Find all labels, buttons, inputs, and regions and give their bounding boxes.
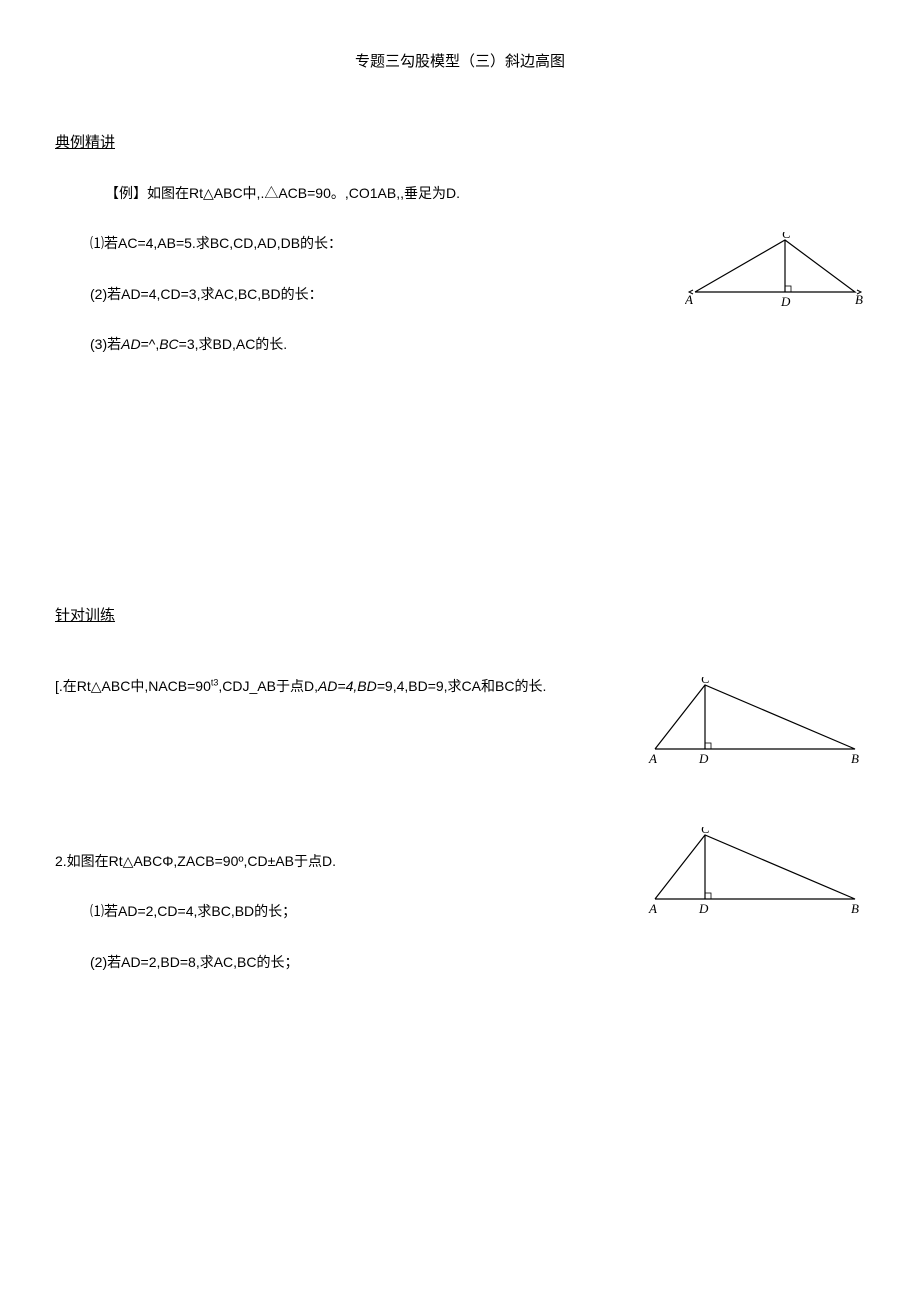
q3-pre: (3)若	[90, 336, 121, 352]
example-block: 【例】如图在Rt△ABC中,.△ACB=90。,CO1AB,,垂足为D.	[55, 182, 865, 204]
section-heading-examples: 典例精讲	[55, 131, 865, 152]
q3-ad: AD	[121, 336, 140, 352]
fig3-label-c: C	[701, 827, 710, 836]
section-heading-practice: 针对训练	[55, 604, 865, 625]
fig3-label-a: A	[648, 901, 657, 916]
fig2-label-d: D	[698, 751, 709, 766]
q3-post: =3,求BD,AC的长.	[179, 336, 288, 352]
p1-post: 9,4,BD=9,求CA和BC的长.	[385, 678, 546, 694]
figure-1: A B C D	[685, 232, 865, 307]
fig1-label-c: C	[782, 232, 791, 241]
p1-pre: [.在Rt△ABC中,NACB=90	[55, 678, 211, 694]
fig3-label-d: D	[698, 901, 709, 916]
fig2-label-a: A	[648, 751, 657, 766]
fig2-label-c: C	[701, 677, 710, 686]
fig3-label-b: B	[851, 901, 859, 916]
spacer	[55, 384, 865, 604]
example-q3: (3)若AD=^,BC=3,求BD,AC的长.	[90, 333, 865, 355]
figure-3: A B C D	[645, 827, 865, 917]
fig1-label-a: A	[685, 292, 693, 307]
fig1-label-b: B	[855, 292, 863, 307]
p1-ad: AD=4,BD=	[318, 678, 385, 694]
q3-bc: BC	[159, 336, 178, 352]
fig1-label-d: D	[780, 294, 791, 309]
p2-q2: (2)若AD=2,BD=8,求AC,BC的长；	[90, 951, 865, 973]
example-intro: 【例】如图在Rt△ABC中,.△ACB=90。,CO1AB,,垂足为D.	[105, 182, 865, 204]
figure-2: A B C D	[645, 677, 865, 767]
fig2-label-b: B	[851, 751, 859, 766]
p1-mid1: ,CDJ_AB于点D,	[218, 678, 318, 694]
spacer	[55, 655, 865, 675]
q3-mid: =^,	[141, 336, 160, 352]
page-title: 专题三勾股模型（三）斜边高图	[55, 50, 865, 71]
